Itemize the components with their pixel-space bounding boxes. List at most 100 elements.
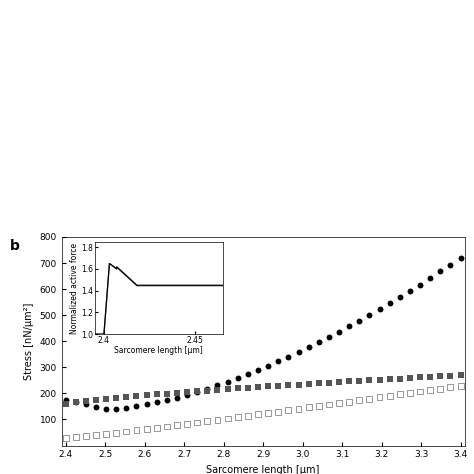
Point bbox=[457, 372, 465, 379]
Point bbox=[365, 311, 373, 319]
Point bbox=[437, 373, 444, 380]
Point bbox=[153, 424, 161, 431]
Point bbox=[102, 405, 110, 413]
Point bbox=[274, 382, 282, 390]
Point bbox=[92, 396, 100, 403]
Point bbox=[325, 379, 333, 386]
Point bbox=[92, 431, 100, 439]
Point bbox=[224, 378, 231, 385]
Point bbox=[274, 358, 282, 365]
Point bbox=[325, 401, 333, 408]
Point bbox=[173, 389, 181, 397]
Point bbox=[254, 383, 262, 391]
Point bbox=[224, 385, 231, 393]
Point bbox=[335, 328, 343, 336]
Point bbox=[112, 429, 120, 437]
Point bbox=[284, 406, 292, 414]
Point bbox=[284, 353, 292, 361]
Point bbox=[123, 393, 130, 401]
Point bbox=[305, 344, 312, 351]
Point bbox=[406, 287, 414, 295]
Point bbox=[325, 333, 333, 341]
Point bbox=[386, 375, 393, 383]
Point bbox=[112, 394, 120, 401]
Point bbox=[346, 323, 353, 330]
Point bbox=[193, 419, 201, 426]
Point bbox=[447, 383, 454, 391]
Point bbox=[214, 382, 221, 389]
Point bbox=[396, 293, 403, 301]
Point bbox=[427, 274, 434, 282]
Point bbox=[224, 415, 231, 422]
Point bbox=[163, 396, 171, 404]
Point bbox=[416, 281, 424, 288]
Point bbox=[62, 435, 69, 442]
Point bbox=[133, 392, 140, 400]
Point bbox=[386, 300, 393, 307]
Point bbox=[82, 432, 90, 440]
Point bbox=[203, 418, 211, 425]
Point bbox=[183, 420, 191, 428]
Point bbox=[356, 317, 363, 325]
Point bbox=[72, 434, 80, 441]
Point bbox=[356, 396, 363, 404]
Point bbox=[123, 404, 130, 411]
Point bbox=[244, 412, 252, 419]
X-axis label: Sarcomere length [μm]: Sarcomere length [μm] bbox=[114, 346, 203, 355]
Point bbox=[133, 427, 140, 434]
Point bbox=[376, 393, 383, 401]
Point bbox=[376, 305, 383, 313]
Point bbox=[356, 377, 363, 385]
Point bbox=[82, 397, 90, 404]
Point bbox=[264, 409, 272, 417]
Point bbox=[234, 374, 242, 382]
Point bbox=[427, 386, 434, 394]
Y-axis label: Normalized active force: Normalized active force bbox=[70, 242, 79, 334]
Point bbox=[365, 376, 373, 384]
Point bbox=[447, 261, 454, 268]
Point bbox=[396, 391, 403, 398]
Point bbox=[72, 399, 80, 406]
Point bbox=[447, 372, 454, 380]
Point bbox=[305, 403, 312, 411]
Point bbox=[102, 395, 110, 402]
Point bbox=[244, 370, 252, 378]
Point bbox=[295, 381, 302, 388]
Point bbox=[315, 380, 323, 387]
Point bbox=[183, 391, 191, 399]
Point bbox=[335, 378, 343, 386]
Y-axis label: Stress [nN/μm²]: Stress [nN/μm²] bbox=[24, 302, 34, 380]
Point bbox=[386, 392, 393, 400]
Point bbox=[173, 421, 181, 429]
Point bbox=[427, 373, 434, 381]
Point bbox=[315, 338, 323, 346]
Point bbox=[183, 388, 191, 396]
Point bbox=[406, 389, 414, 397]
Point bbox=[295, 348, 302, 356]
Point bbox=[143, 425, 150, 433]
Point bbox=[406, 374, 414, 382]
Point bbox=[437, 268, 444, 275]
Point bbox=[305, 380, 312, 388]
Point bbox=[214, 386, 221, 393]
Point bbox=[335, 399, 343, 407]
Point bbox=[416, 388, 424, 395]
X-axis label: Sarcomere length [μm]: Sarcomere length [μm] bbox=[206, 465, 320, 474]
Point bbox=[244, 384, 252, 392]
Point bbox=[264, 362, 272, 370]
Text: b: b bbox=[9, 239, 19, 254]
Point bbox=[416, 374, 424, 381]
Point bbox=[234, 413, 242, 421]
Point bbox=[112, 405, 120, 412]
Point bbox=[193, 388, 201, 396]
Point bbox=[153, 391, 161, 398]
Point bbox=[143, 401, 150, 408]
Point bbox=[264, 383, 272, 390]
Point bbox=[254, 410, 262, 418]
Point bbox=[92, 403, 100, 410]
Point bbox=[254, 366, 262, 374]
Point bbox=[133, 402, 140, 410]
Point bbox=[234, 385, 242, 392]
Point bbox=[214, 416, 221, 424]
Point bbox=[102, 430, 110, 438]
